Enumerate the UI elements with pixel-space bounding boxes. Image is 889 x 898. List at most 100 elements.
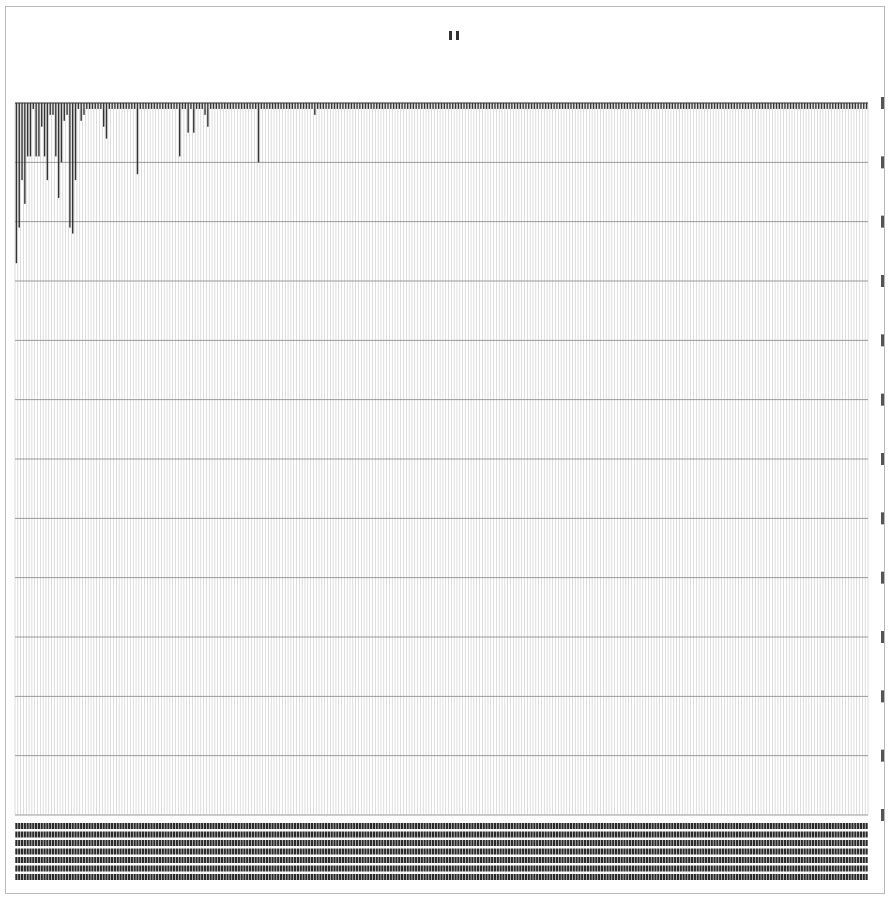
category-label-block bbox=[279, 874, 283, 880]
category-label-block bbox=[355, 840, 359, 846]
category-label-block bbox=[589, 874, 592, 880]
category-label-block bbox=[192, 848, 195, 855]
category-label-block bbox=[479, 848, 483, 855]
bar bbox=[122, 103, 125, 109]
category-label-block bbox=[505, 865, 508, 872]
category-label-block bbox=[96, 823, 100, 829]
category-label-block bbox=[690, 865, 694, 872]
category-label-block bbox=[631, 831, 635, 838]
category-label-block bbox=[240, 848, 243, 855]
category-label-block bbox=[530, 840, 533, 846]
category-label-block bbox=[848, 874, 851, 880]
category-label-block bbox=[367, 857, 370, 863]
category-label-block bbox=[842, 831, 846, 838]
category-label-block bbox=[586, 865, 589, 872]
category-label-block bbox=[536, 831, 539, 838]
category-label-block bbox=[485, 823, 488, 829]
category-label-block bbox=[555, 831, 559, 838]
category-label-block bbox=[516, 857, 519, 863]
category-label-block bbox=[240, 865, 243, 872]
category-label-block bbox=[524, 831, 528, 838]
bar bbox=[787, 103, 789, 109]
bar bbox=[812, 103, 814, 109]
category-label-block bbox=[761, 848, 764, 855]
category-label-block bbox=[519, 840, 522, 846]
category-label-block bbox=[561, 831, 564, 838]
category-label-block bbox=[35, 823, 38, 829]
category-label-block bbox=[505, 840, 508, 846]
category-label-block bbox=[246, 840, 249, 846]
category-label-block bbox=[32, 857, 35, 863]
bar bbox=[488, 103, 491, 109]
category-label-block bbox=[431, 874, 435, 880]
category-label-block bbox=[347, 823, 350, 829]
category-label-block bbox=[730, 831, 733, 838]
bar bbox=[674, 103, 676, 109]
category-label-block bbox=[674, 865, 677, 872]
category-label-block bbox=[88, 857, 91, 863]
category-label-block bbox=[94, 840, 97, 846]
category-label-block bbox=[564, 831, 567, 838]
category-label-block bbox=[462, 848, 466, 855]
category-label-block bbox=[851, 865, 854, 872]
category-label-block bbox=[353, 831, 356, 838]
category-label-block bbox=[260, 823, 263, 829]
category-label-block bbox=[696, 848, 699, 855]
category-label-block bbox=[448, 848, 452, 855]
category-label-block bbox=[446, 831, 449, 838]
category-label-block bbox=[51, 865, 55, 872]
category-label-block bbox=[243, 831, 246, 838]
category-label-block bbox=[651, 865, 654, 872]
category-label-block bbox=[620, 874, 623, 880]
category-label-block bbox=[814, 823, 818, 829]
category-label-block bbox=[699, 840, 702, 846]
category-label-block bbox=[344, 848, 347, 855]
category-label-block bbox=[488, 874, 491, 880]
category-label-block bbox=[187, 831, 190, 838]
category-label-block bbox=[614, 848, 618, 855]
bar bbox=[390, 103, 392, 109]
bar bbox=[423, 103, 426, 109]
category-label-block bbox=[840, 840, 843, 846]
bar bbox=[226, 103, 229, 109]
category-label-block bbox=[291, 848, 294, 855]
category-label-block bbox=[719, 848, 722, 855]
bar bbox=[609, 103, 612, 109]
category-label-block bbox=[189, 848, 193, 855]
category-label-block bbox=[206, 823, 209, 829]
category-label-block bbox=[403, 857, 406, 863]
bar bbox=[308, 103, 310, 109]
category-label-block bbox=[175, 865, 178, 872]
category-label-block bbox=[192, 865, 195, 872]
category-label-block bbox=[643, 840, 646, 846]
category-label-block bbox=[733, 840, 736, 846]
category-label-block bbox=[595, 831, 598, 838]
category-label-block bbox=[620, 823, 623, 829]
category-label-block bbox=[65, 857, 69, 863]
y-tick-mark bbox=[881, 215, 884, 228]
category-label-block bbox=[811, 823, 815, 829]
category-label-block bbox=[116, 848, 119, 855]
category-label-block bbox=[119, 857, 122, 863]
category-label-block bbox=[479, 857, 483, 863]
category-label-block bbox=[834, 848, 837, 855]
category-label-block bbox=[828, 840, 832, 846]
category-label-block bbox=[88, 874, 91, 880]
bar bbox=[556, 103, 558, 109]
category-label-block bbox=[552, 848, 556, 855]
category-label-block bbox=[707, 865, 711, 872]
bar bbox=[446, 103, 448, 109]
category-label-block bbox=[795, 857, 798, 863]
bar bbox=[573, 103, 575, 109]
category-label-block bbox=[279, 857, 283, 863]
category-label-block bbox=[29, 857, 32, 863]
category-label-block bbox=[679, 874, 682, 880]
bar bbox=[83, 103, 85, 115]
category-label-block bbox=[330, 865, 333, 872]
category-label-block bbox=[420, 857, 423, 863]
category-label-block bbox=[403, 848, 406, 855]
category-label-block bbox=[358, 848, 361, 855]
bar bbox=[539, 103, 541, 109]
bar bbox=[547, 103, 550, 109]
category-label-block bbox=[60, 848, 63, 855]
